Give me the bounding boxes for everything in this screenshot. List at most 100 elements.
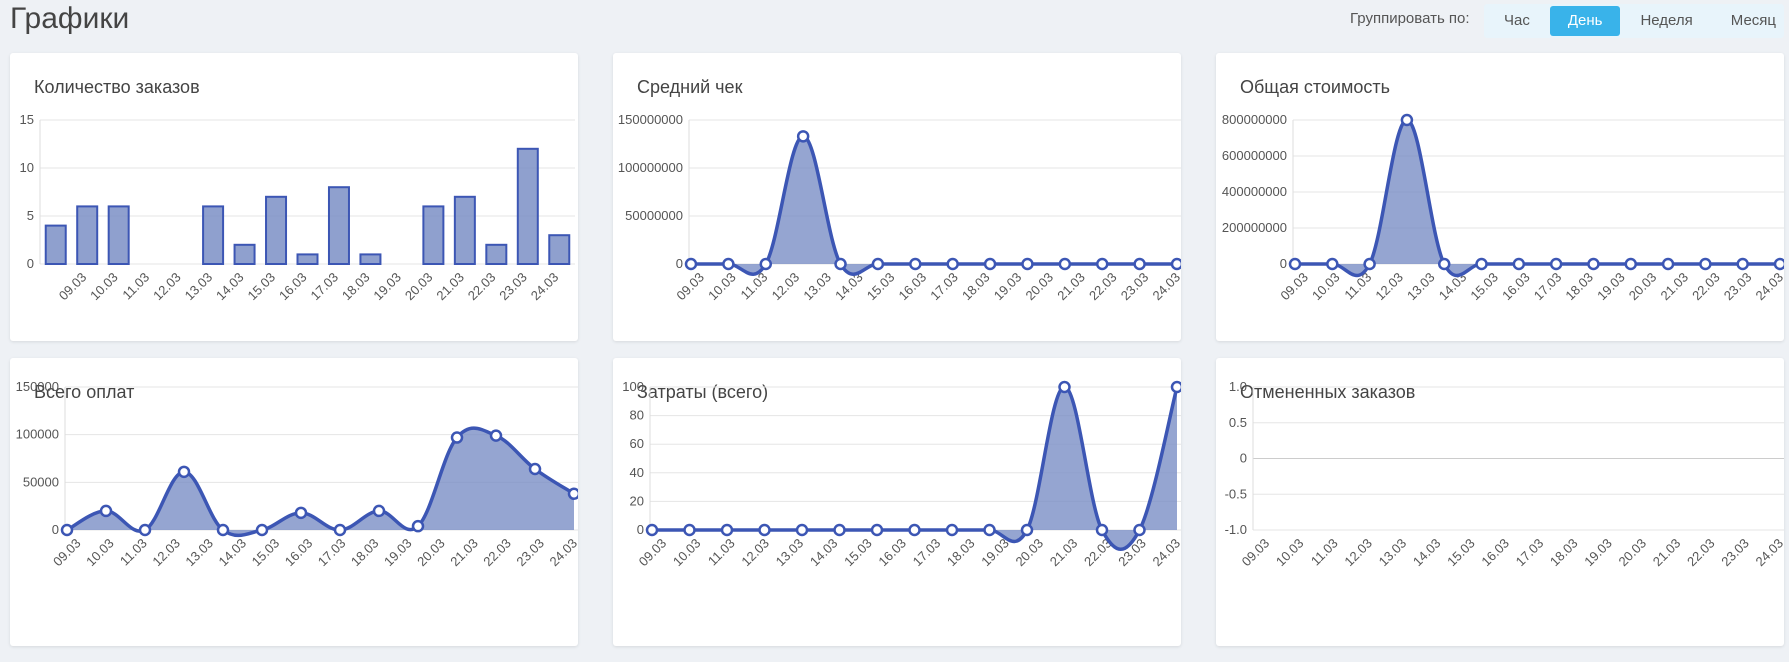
bar	[453, 195, 476, 265]
chart-card-costs: Затраты (всего) 0 20 40 60 80 100 09.03 10.03 11…	[613, 358, 1181, 646]
y-tick-label: 800000000	[1222, 112, 1287, 127]
series-area	[67, 428, 574, 536]
data-point	[684, 257, 698, 271]
x-tick-label: 13.03	[1404, 270, 1438, 304]
x-tick-label: 10.03	[87, 270, 121, 304]
group-week-button[interactable]: Неделя	[1640, 12, 1693, 29]
data-point	[1699, 257, 1712, 271]
data-point	[177, 465, 191, 479]
x-tick-label: 17.03	[307, 270, 341, 304]
data-point	[720, 523, 734, 537]
chart-title: Количество заказов	[34, 77, 200, 97]
cancelled-chart: -1.0 -0.5 0 0.5 1.0 09.03 10.03 11.03 12.03 13.03…	[1225, 379, 1784, 570]
chart-card-orders: Количество заказов 0 5 10 15 09.03 10.03 11.03…	[10, 53, 578, 341]
data-point	[909, 257, 922, 271]
y-tick-label: 150000	[16, 379, 59, 394]
x-tick-label: 10.03	[705, 270, 739, 304]
bar	[44, 224, 67, 266]
data-point	[567, 487, 578, 501]
data-point	[60, 523, 74, 537]
x-tick-label: 19.03	[991, 270, 1025, 304]
y-tick-label: -1.0	[1225, 522, 1247, 537]
series-area	[652, 387, 1177, 550]
series-line	[66, 426, 575, 538]
bar	[202, 205, 225, 265]
x-tick-label: 09.03	[1277, 270, 1311, 304]
x-tick-label: 15.03	[249, 536, 283, 570]
x-tick-label: 12.03	[150, 270, 184, 304]
x-tick-label: 22.03	[465, 270, 499, 304]
x-tick-label: 21.03	[1047, 536, 1081, 570]
x-tick-label: 09.03	[1239, 536, 1273, 570]
data-point	[1058, 257, 1072, 271]
data-point	[333, 523, 347, 537]
y-tick-label: 0	[676, 256, 683, 271]
group-hour-button[interactable]: Час	[1504, 12, 1530, 29]
data-point	[759, 257, 773, 271]
x-tick-label: 16.03	[896, 270, 930, 304]
x-tick-label: 12.03	[1341, 536, 1375, 570]
x-tick-label: 16.03	[1478, 536, 1512, 570]
data-point	[1549, 257, 1563, 271]
group-month-button[interactable]: Месяц	[1730, 12, 1777, 29]
y-tick-label: 0	[637, 522, 644, 537]
series-line	[1294, 118, 1780, 278]
x-tick-label: 10.03	[83, 536, 117, 570]
x-tick-label: 20.03	[402, 270, 436, 304]
data-point	[796, 130, 810, 143]
x-tick-label: 12.03	[149, 536, 183, 570]
x-tick-label: 16.03	[276, 270, 310, 304]
x-tick-label: 17.03	[927, 270, 961, 304]
data-point	[1624, 257, 1638, 271]
data-point	[1133, 257, 1146, 271]
group-day-button[interactable]: День	[1549, 6, 1621, 36]
x-tick-label: 21.03	[1054, 270, 1088, 304]
x-tick-label: 18.03	[1547, 536, 1581, 570]
data-point	[758, 523, 771, 537]
y-tick-label: 40	[630, 465, 644, 480]
x-tick-label: 24.03	[547, 536, 578, 570]
data-point	[138, 523, 152, 537]
y-tick-label: 150000000	[618, 112, 683, 127]
orders-chart: 0 5 10 15 09.0310.0311.0312.0313.0314.0315.0…	[20, 112, 575, 304]
y-tick-label: 100	[622, 379, 644, 394]
data-point	[1133, 523, 1146, 537]
costs-chart: 0 20 40 60 80 100 09.03 10.03 11.03 12.03 13.03 14.…	[622, 379, 1181, 570]
data-point	[1058, 380, 1071, 394]
data-point	[411, 519, 425, 533]
bar	[107, 205, 130, 265]
x-tick-label: 19.03	[1581, 536, 1615, 570]
x-tick-label: 20.03	[1615, 536, 1649, 570]
x-tick-label: 15.03	[864, 270, 898, 304]
data-point	[1095, 257, 1109, 271]
y-tick-label: 20	[630, 493, 644, 508]
data-point	[1170, 257, 1181, 271]
data-point	[945, 523, 959, 537]
x-tick-label: 10.03	[1273, 536, 1307, 570]
y-tick-label: 10	[20, 160, 34, 175]
data-point	[983, 257, 997, 271]
y-tick-label: 0	[1280, 256, 1287, 271]
series-area	[691, 136, 1177, 275]
x-tick-label: 14.03	[1410, 536, 1444, 570]
chart-card-avg-check: Средний чек 0 50000000 100000000 150000000 0…	[613, 53, 1181, 341]
data-point	[645, 523, 659, 537]
data-point	[294, 506, 308, 520]
data-point	[983, 523, 996, 537]
x-tick-label: 11.03	[1308, 536, 1341, 569]
x-tick-label: 24.03	[1150, 270, 1181, 304]
x-tick-label: 13.03	[182, 536, 216, 570]
x-tick-label: 18.03	[944, 536, 978, 570]
x-tick-label: 12.03	[769, 270, 803, 304]
data-point	[722, 257, 735, 271]
x-tick-label: 20.03	[1023, 270, 1057, 304]
group-by-selector: Час День Неделя Месяц	[1484, 4, 1784, 38]
x-tick-label: 09.03	[50, 536, 84, 570]
data-point	[1095, 523, 1109, 537]
x-tick-label: 19.03	[370, 270, 404, 304]
x-tick-label: 17.03	[315, 536, 349, 570]
x-tick-label: 19.03	[1594, 270, 1628, 304]
x-tick-label: 09.03	[673, 270, 707, 304]
x-tick-label: 23.03	[1721, 270, 1755, 304]
y-tick-label: 0	[52, 522, 59, 537]
